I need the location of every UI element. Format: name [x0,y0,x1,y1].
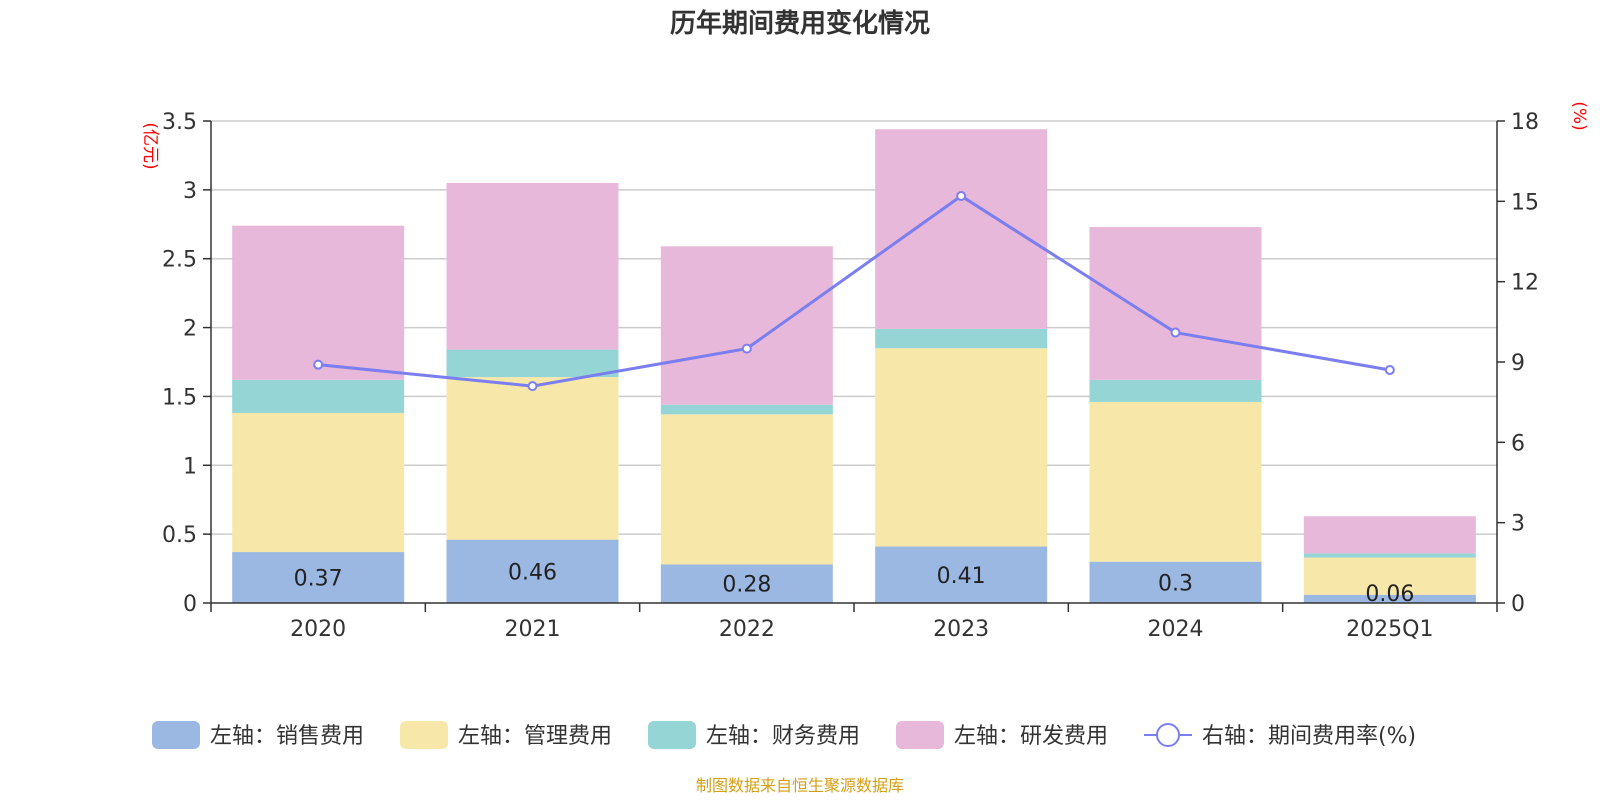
bar-segment [875,328,1048,349]
chart-title: 历年期间费用变化情况 [670,8,930,39]
legend-swatch [400,721,448,749]
bar-segment [1303,516,1476,554]
bar-value-label: 0.41 [937,564,986,589]
right-axis-tick-label: 0 [1511,592,1525,617]
bar-segment [1089,379,1262,402]
left-axis-tick-label: 3 [183,179,197,204]
legend-label: 左轴：管理费用 [458,724,612,749]
bar-segment [660,564,833,603]
bar-value-label: 0.28 [722,573,771,598]
bar-segment [1089,401,1262,562]
legend-label: 左轴：财务费用 [706,724,860,749]
legend-label: 左轴：研发费用 [954,724,1108,749]
right-axis-tick-label: 12 [1511,271,1539,296]
grid-lines [211,120,1497,535]
bar-segment [660,404,833,415]
right-axis-tick-label: 18 [1511,110,1539,135]
legend-swatch [152,721,200,749]
source-note: 制图数据来自恒生聚源数据库 [696,776,904,795]
legend-label: 左轴：销售费用 [210,724,364,749]
bar-segment [1089,227,1262,380]
bar-value-label: 0.3 [1158,571,1193,596]
legend-swatch [896,721,944,749]
left-axis-tick-label: 3.5 [162,110,197,135]
data-labels: 0.37 0.46 0.28 0.41 0.3 0.06 [294,560,1415,607]
left-axis-tick-label: 0.5 [162,523,197,548]
legend-label: 右轴：期间费用率(%) [1202,724,1416,749]
rate-line [313,190,1395,392]
bar-segment [660,246,833,405]
right-axis-label: (%) [1569,101,1589,130]
left-axis-tick-label: 0 [183,592,197,617]
rate-point [527,381,538,392]
bar-segment [232,225,405,380]
x-axis-label: 2022 [719,617,775,642]
bar-segment [1303,557,1476,595]
rate-line-path [318,194,1391,388]
x-axis-label: 2025Q1 [1346,617,1433,642]
bar-value-label: 0.37 [294,567,343,592]
bar-segment [1089,561,1262,603]
x-axis-label: 2020 [290,617,346,642]
left-axis-label: (亿元) [140,122,160,169]
bar-segment [875,546,1048,603]
bar-value-label: 0.46 [508,560,557,585]
right-axis-tick-label: 3 [1511,512,1525,537]
rate-point [956,190,967,201]
left-axis-tick-label: 1 [183,454,197,479]
bar-segment [232,379,405,413]
bar-segment [875,348,1048,547]
rate-point [313,359,324,370]
bar-segment [446,539,619,603]
legend-marker [1156,723,1180,747]
bar-segment [660,414,833,565]
legend-swatch [648,721,696,749]
bar-segment [1303,553,1476,558]
x-axis-label: 2023 [933,617,989,642]
bars [232,129,1476,603]
rate-point [741,343,752,354]
bar-segment [446,182,619,350]
bar-segment [232,412,405,553]
bar-segment [875,129,1048,329]
left-axis-tick-label: 2 [183,317,197,342]
bar-segment [1303,594,1476,603]
right-axis-tick-label: 6 [1511,431,1525,456]
bar-segment [446,349,619,378]
right-axis-tick-label: 15 [1511,190,1539,215]
legend: 左轴：销售费用 左轴：管理费用 左轴：财务费用 左轴：研发费用 右轴：期间费用率(%) [152,721,1416,749]
left-axis-tick-label: 1.5 [162,385,197,410]
x-axis-label: 2024 [1148,617,1204,642]
left-axis-tick-label: 2.5 [162,248,197,273]
rate-point [1384,365,1395,376]
rate-point [1170,327,1181,338]
axes: 0 0.5 1 1.5 2 2.5 3 3.5 0 3 6 9 12 15 18 2020 2021 2022 20… [162,110,1539,642]
bar-value-label: 0.06 [1365,582,1414,607]
bar-segment [446,377,619,540]
bar-segment [232,552,405,603]
right-axis-tick-label: 9 [1511,351,1525,376]
x-axis-label: 2021 [505,617,561,642]
